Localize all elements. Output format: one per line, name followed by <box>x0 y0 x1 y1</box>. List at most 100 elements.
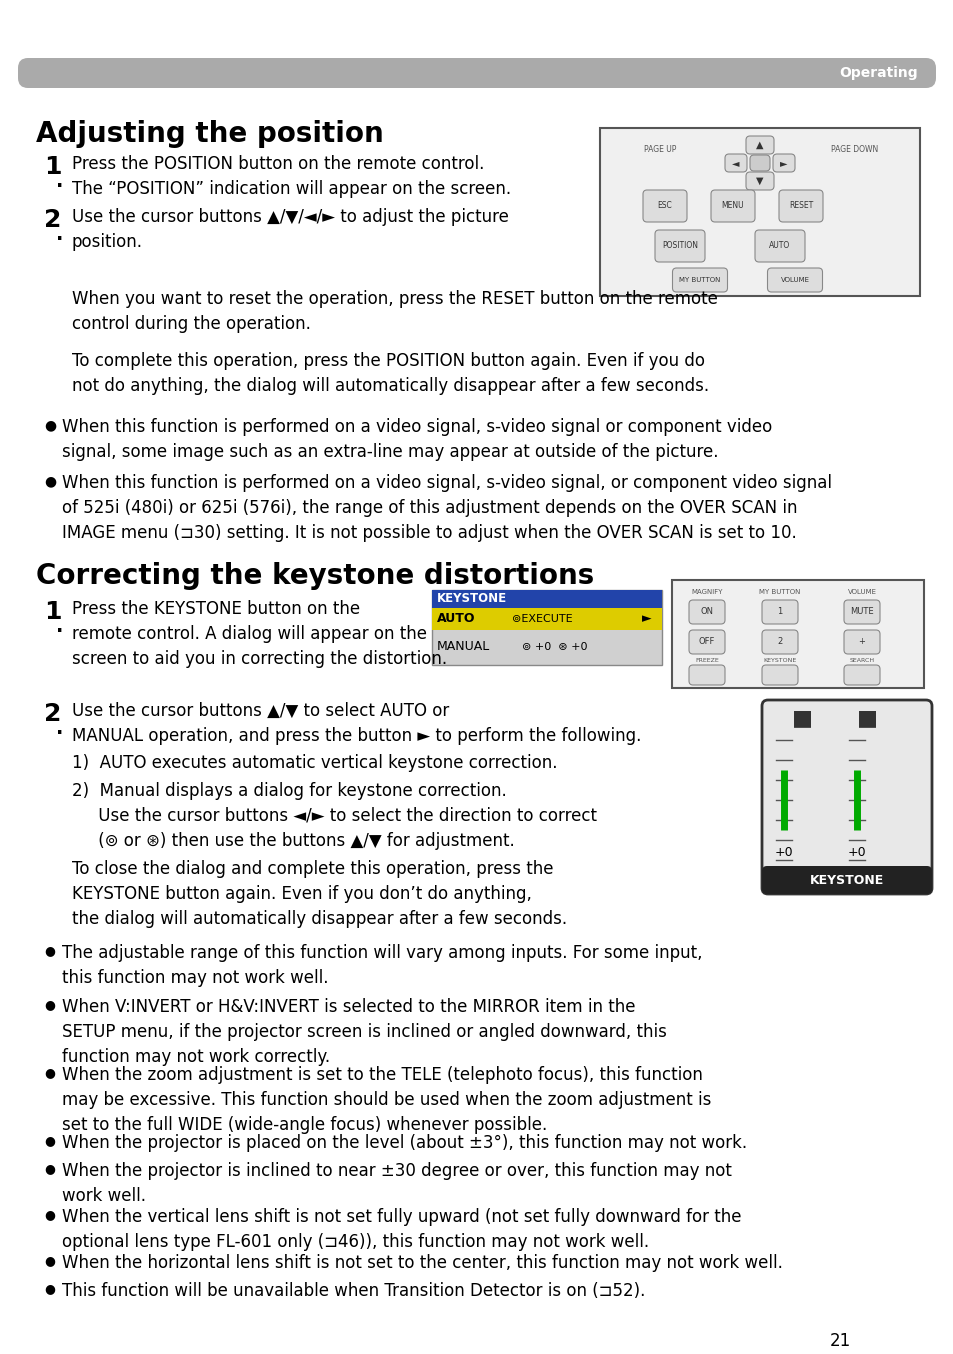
FancyBboxPatch shape <box>779 190 822 222</box>
Text: 1: 1 <box>44 154 61 179</box>
Text: When the horizontal lens shift is not set to the center, this function may not w: When the horizontal lens shift is not se… <box>62 1254 782 1271</box>
FancyBboxPatch shape <box>767 268 821 292</box>
FancyBboxPatch shape <box>761 700 931 894</box>
Text: VOLUME: VOLUME <box>780 278 809 283</box>
Text: .: . <box>56 719 63 738</box>
Text: When V:INVERT or H&V:INVERT is selected to the MIRROR item in the
SETUP menu, if: When V:INVERT or H&V:INVERT is selected … <box>62 998 666 1066</box>
FancyBboxPatch shape <box>655 230 704 263</box>
Text: 2: 2 <box>44 209 61 232</box>
FancyBboxPatch shape <box>710 190 754 222</box>
FancyBboxPatch shape <box>843 630 879 654</box>
Text: FREEZE: FREEZE <box>695 658 719 662</box>
FancyBboxPatch shape <box>724 154 746 172</box>
FancyBboxPatch shape <box>672 268 727 292</box>
Text: ●: ● <box>44 418 56 432</box>
FancyBboxPatch shape <box>761 867 931 894</box>
Text: ●: ● <box>44 1135 55 1147</box>
Text: MANUAL: MANUAL <box>436 640 490 654</box>
Text: VOLUME: VOLUME <box>846 589 876 594</box>
Text: POSITION: POSITION <box>661 241 698 250</box>
Text: ESC: ESC <box>657 202 672 210</box>
Text: +0: +0 <box>847 845 865 858</box>
Text: ●: ● <box>44 474 56 487</box>
Text: When this function is performed on a video signal, s-video signal or component v: When this function is performed on a vid… <box>62 418 771 460</box>
Text: ●: ● <box>44 998 55 1011</box>
Text: KEYSTONE: KEYSTONE <box>762 658 796 662</box>
Text: 1)  AUTO executes automatic vertical keystone correction.: 1) AUTO executes automatic vertical keys… <box>71 754 557 772</box>
Text: ►: ► <box>780 158 787 168</box>
Text: To close the dialog and complete this operation, press the
KEYSTONE button again: To close the dialog and complete this op… <box>71 860 566 927</box>
Text: Press the KEYSTONE button on the
remote control. A dialog will appear on the
scr: Press the KEYSTONE button on the remote … <box>71 600 447 668</box>
Text: When this function is performed on a video signal, s-video signal, or component : When this function is performed on a vid… <box>62 474 831 542</box>
Text: ⊚ +0  ⊛ +0: ⊚ +0 ⊛ +0 <box>521 642 587 653</box>
Text: AUTO: AUTO <box>768 241 790 250</box>
Text: When the projector is placed on the level (about ±3°), this function may not wor: When the projector is placed on the leve… <box>62 1135 746 1152</box>
Text: ●: ● <box>44 1208 55 1221</box>
Text: PAGE DOWN: PAGE DOWN <box>830 145 878 154</box>
Text: PAGE UP: PAGE UP <box>643 145 676 154</box>
FancyBboxPatch shape <box>761 600 797 624</box>
Text: Press the POSITION button on the remote control.
The “POSITION” indication will : Press the POSITION button on the remote … <box>71 154 511 198</box>
Text: ◄: ◄ <box>732 158 739 168</box>
FancyBboxPatch shape <box>749 154 769 171</box>
Text: RESET: RESET <box>788 202 812 210</box>
Text: MUTE: MUTE <box>849 608 873 616</box>
Text: Correcting the keystone distortions: Correcting the keystone distortions <box>36 562 594 590</box>
Text: This function will be unavailable when Transition Detector is on (⊐52).: This function will be unavailable when T… <box>62 1282 644 1300</box>
Text: +: + <box>858 638 864 646</box>
Text: ON: ON <box>700 608 713 616</box>
Text: ●: ● <box>44 1282 55 1294</box>
Text: Use the cursor buttons ▲/▼/◄/► to adjust the picture
position.: Use the cursor buttons ▲/▼/◄/► to adjust… <box>71 209 508 250</box>
Text: ▼: ▼ <box>756 176 763 185</box>
Text: .: . <box>56 225 63 244</box>
Text: SEARCH: SEARCH <box>848 658 874 662</box>
Text: Use the cursor buttons ▲/▼ to select AUTO or
MANUAL operation, and press the but: Use the cursor buttons ▲/▼ to select AUT… <box>71 701 640 745</box>
Text: 1: 1 <box>777 608 781 616</box>
FancyBboxPatch shape <box>754 230 804 263</box>
Text: .: . <box>56 172 63 191</box>
Text: AUTO: AUTO <box>436 612 475 626</box>
Text: ⊚EXECUTE: ⊚EXECUTE <box>512 613 572 624</box>
FancyBboxPatch shape <box>843 665 879 685</box>
Bar <box>432 608 661 630</box>
FancyBboxPatch shape <box>599 129 919 297</box>
Text: When the vertical lens shift is not set fully upward (not set fully downward for: When the vertical lens shift is not set … <box>62 1208 740 1251</box>
Text: ●: ● <box>44 1254 55 1267</box>
Text: MENU: MENU <box>720 202 743 210</box>
FancyBboxPatch shape <box>843 600 879 624</box>
Text: When the projector is inclined to near ±30 degree or over, this function may not: When the projector is inclined to near ±… <box>62 1162 731 1205</box>
Text: When you want to reset the operation, press the RESET button on the remote
contr: When you want to reset the operation, pr… <box>71 290 717 333</box>
Text: KEYSTONE: KEYSTONE <box>436 593 507 605</box>
FancyBboxPatch shape <box>688 665 724 685</box>
FancyBboxPatch shape <box>772 154 794 172</box>
Text: MY BUTTON: MY BUTTON <box>679 278 720 283</box>
Text: OFF: OFF <box>699 638 715 646</box>
Text: ●: ● <box>44 1162 55 1175</box>
Text: 21: 21 <box>829 1332 850 1350</box>
FancyBboxPatch shape <box>671 580 923 688</box>
Text: When the zoom adjustment is set to the TELE (telephoto focus), this function
may: When the zoom adjustment is set to the T… <box>62 1066 711 1135</box>
Text: 2)  Manual displays a dialog for keystone correction.
     Use the cursor button: 2) Manual displays a dialog for keystone… <box>71 783 597 850</box>
FancyBboxPatch shape <box>642 190 686 222</box>
FancyBboxPatch shape <box>18 58 935 88</box>
Text: 1: 1 <box>44 600 61 624</box>
Bar <box>432 590 661 608</box>
Text: +0: +0 <box>774 845 793 858</box>
FancyBboxPatch shape <box>761 630 797 654</box>
FancyBboxPatch shape <box>761 665 797 685</box>
Text: MY BUTTON: MY BUTTON <box>759 589 800 594</box>
Text: .: . <box>56 617 63 636</box>
Text: MAGNIFY: MAGNIFY <box>691 589 722 594</box>
Text: ►: ► <box>641 612 651 626</box>
Text: The adjustable range of this function will vary among inputs. For some input,
th: The adjustable range of this function wi… <box>62 944 701 987</box>
Text: ■: ■ <box>856 708 877 728</box>
FancyBboxPatch shape <box>688 600 724 624</box>
FancyBboxPatch shape <box>745 172 773 190</box>
Text: 2: 2 <box>777 638 781 646</box>
Text: ▲: ▲ <box>756 139 763 150</box>
Text: ■: ■ <box>791 708 812 728</box>
Text: ●: ● <box>44 944 55 957</box>
Text: 2: 2 <box>44 701 61 726</box>
Text: Adjusting the position: Adjusting the position <box>36 121 383 148</box>
Text: To complete this operation, press the POSITION button again. Even if you do
not : To complete this operation, press the PO… <box>71 352 708 395</box>
